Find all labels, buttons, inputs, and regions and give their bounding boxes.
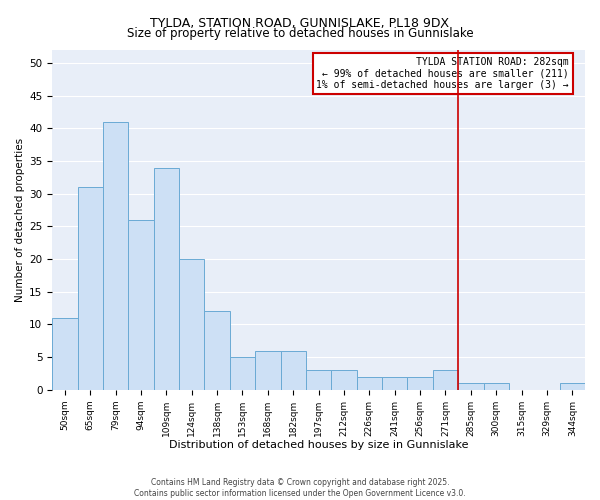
Text: TYLDA STATION ROAD: 282sqm
← 99% of detached houses are smaller (211)
1% of semi: TYLDA STATION ROAD: 282sqm ← 99% of deta… (316, 57, 569, 90)
Bar (255, 350, 281, 390)
Bar (484, 383, 509, 390)
X-axis label: Distribution of detached houses by size in Gunnislake: Distribution of detached houses by size … (169, 440, 469, 450)
Bar (128, 220, 154, 390)
Bar (230, 357, 255, 390)
Bar (458, 383, 484, 390)
Bar (382, 376, 407, 390)
Bar (154, 168, 179, 390)
Y-axis label: Number of detached properties: Number of detached properties (15, 138, 25, 302)
Text: Size of property relative to detached houses in Gunnislake: Size of property relative to detached ho… (127, 28, 473, 40)
Bar (356, 376, 382, 390)
Bar (331, 370, 356, 390)
Text: Contains HM Land Registry data © Crown copyright and database right 2025.
Contai: Contains HM Land Registry data © Crown c… (134, 478, 466, 498)
Bar (281, 350, 306, 390)
Bar (179, 259, 205, 390)
Bar (407, 376, 433, 390)
Bar (205, 312, 230, 390)
Bar (77, 187, 103, 390)
Bar (560, 383, 585, 390)
Bar (52, 318, 77, 390)
Bar (306, 370, 331, 390)
Text: TYLDA, STATION ROAD, GUNNISLAKE, PL18 9DX: TYLDA, STATION ROAD, GUNNISLAKE, PL18 9D… (151, 18, 449, 30)
Bar (103, 122, 128, 390)
Bar (433, 370, 458, 390)
